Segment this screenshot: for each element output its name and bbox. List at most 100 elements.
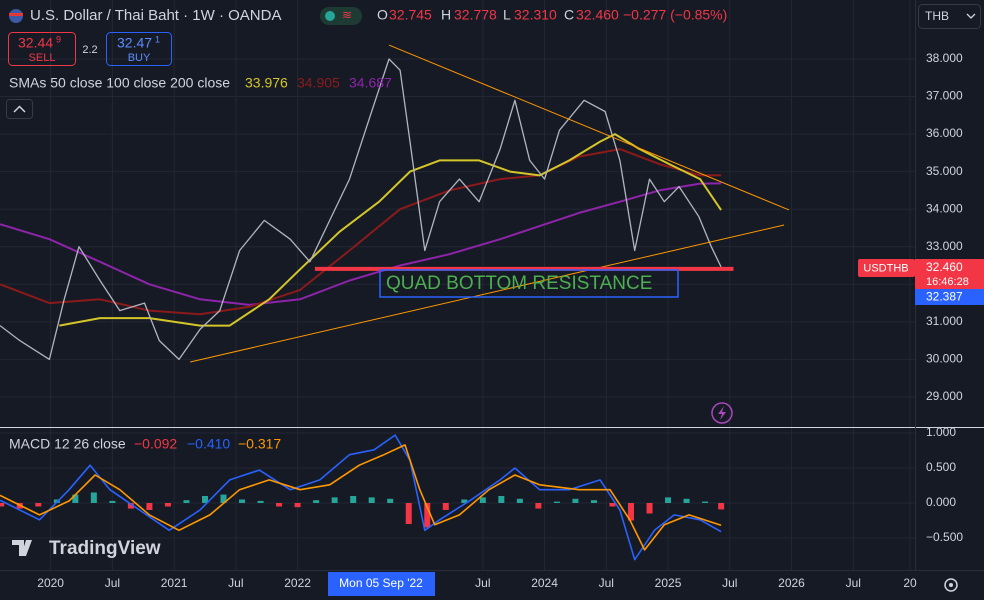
ohlc-label: L: [503, 7, 511, 23]
histogram-bar: [553, 501, 560, 503]
y-tick-label: 36.000: [926, 126, 963, 140]
sma-line: [0, 182, 722, 306]
y-tick-label: 37.000: [926, 89, 963, 103]
signal-line: [0, 444, 722, 551]
buy-price: 32.47: [117, 35, 152, 51]
x-tick-label: 20: [903, 576, 917, 590]
buy-pip: 1: [155, 34, 160, 44]
logo-icon: [12, 540, 32, 556]
histogram-bar: [424, 502, 431, 528]
histogram-bar: [498, 495, 505, 503]
histogram-bar: [683, 498, 690, 503]
settings-icon: [949, 583, 953, 587]
indicator-value: −0.317: [238, 436, 281, 452]
alert-icon[interactable]: [711, 402, 733, 424]
y-tick-label: 31.000: [926, 314, 963, 328]
annotation-box: [379, 269, 679, 298]
histogram-bar: [220, 494, 227, 503]
price-tag-label: 32.460: [926, 260, 963, 274]
x-tick-label: 2026: [778, 576, 805, 590]
ohlc-value: 32.460: [576, 7, 619, 23]
dropdown-icon: [966, 13, 976, 19]
sma-line: [59, 133, 722, 327]
collapse-button[interactable]: [6, 99, 33, 119]
histogram-bar: [590, 500, 597, 503]
histogram-bar: [350, 495, 357, 503]
alert-icon: [718, 406, 726, 420]
ohlc-label: O: [377, 7, 388, 23]
annotation-text[interactable]: QUAD BOTTOM RESISTANCE: [386, 273, 652, 294]
histogram-bar: [516, 498, 523, 503]
histogram-bar: [368, 497, 375, 503]
histogram-bar: [90, 492, 97, 503]
histogram-bar: [294, 502, 301, 508]
market-status-dot: [325, 11, 335, 21]
histogram-bar: [627, 502, 634, 521]
histogram-bar: [665, 497, 672, 503]
x-tick-label: Jul: [105, 576, 120, 590]
y-tick-label: 33.000: [926, 239, 963, 253]
price-tag: [915, 259, 984, 289]
ohlc-label: C: [564, 7, 574, 23]
currency-select[interactable]: [918, 4, 981, 29]
symbol-tag-label: USDTHB: [863, 262, 908, 274]
symbol-title[interactable]: U.S. Dollar / Thai Baht · 1W · OANDA: [30, 7, 281, 24]
histogram-bar: [146, 502, 153, 510]
ohlc-value: 32.310: [514, 7, 557, 23]
histogram-bar: [718, 502, 725, 510]
price-line: [0, 58, 722, 361]
y-tick-label: 35.000: [926, 164, 963, 178]
histogram-bar: [479, 497, 486, 503]
x-tick-label: Jul: [475, 576, 490, 590]
histogram-bar: [276, 502, 283, 507]
y-tick-label: 0.000: [926, 495, 956, 509]
histogram-bar: [461, 499, 468, 503]
histogram-bar: [201, 495, 208, 503]
y-tick-label: 30.000: [926, 352, 963, 366]
x-tick-label: 2020: [37, 576, 64, 590]
y-tick-label: 0.500: [926, 460, 956, 474]
histogram-bar: [572, 498, 579, 503]
sell-price: 32.44: [18, 35, 53, 51]
sell-button[interactable]: [8, 32, 76, 66]
indicator-value: −0.410: [187, 436, 230, 452]
settings-icon[interactable]: [944, 578, 958, 592]
price-change: −0.277 (−0.85%): [623, 7, 727, 23]
ohlc-label: H: [441, 7, 451, 23]
macd-pane: [0, 434, 725, 561]
currency-label: THB: [925, 9, 949, 23]
spread: 2.2: [82, 44, 97, 56]
histogram-bar: [127, 502, 134, 509]
ohlc-value: 32.745: [389, 7, 432, 23]
indicator-label[interactable]: MACD 12 26 close: [9, 436, 126, 452]
indicator-value: −0.092: [134, 436, 177, 452]
histogram-bar: [442, 502, 449, 510]
histogram-bar: [609, 502, 616, 507]
x-tick-label: 2024: [531, 576, 558, 590]
histogram-bar: [72, 494, 79, 503]
indicator-label[interactable]: SMAs 50 close 100 close 200 close: [9, 75, 230, 91]
histogram-bar: [239, 499, 246, 503]
x-tick-label: 2025: [655, 576, 682, 590]
x-tick-label: 2021: [161, 576, 188, 590]
indicator-value: 34.905: [297, 75, 340, 91]
crosshair-label: Mon 05 Sep '22: [339, 576, 423, 590]
trendline: [388, 44, 790, 211]
sell-pip: 9: [56, 34, 61, 44]
y-tick-label: 29.000: [926, 389, 963, 403]
x-tick-label: Jul: [599, 576, 614, 590]
sell-label: SELL: [29, 52, 56, 64]
histogram-bar: [164, 502, 171, 507]
y-tick-label: 38.000: [926, 51, 963, 65]
watermark: TradingView: [49, 538, 161, 559]
crosshair-label-box: [328, 572, 435, 596]
y-tick-label: 1.000: [926, 425, 956, 439]
histogram-bar: [313, 500, 320, 503]
symbol-tag: [858, 259, 915, 277]
y-tick-label: 34.000: [926, 201, 963, 215]
buy-button[interactable]: [106, 32, 172, 66]
histogram-bar: [331, 497, 338, 503]
histogram-bar: [257, 500, 264, 503]
